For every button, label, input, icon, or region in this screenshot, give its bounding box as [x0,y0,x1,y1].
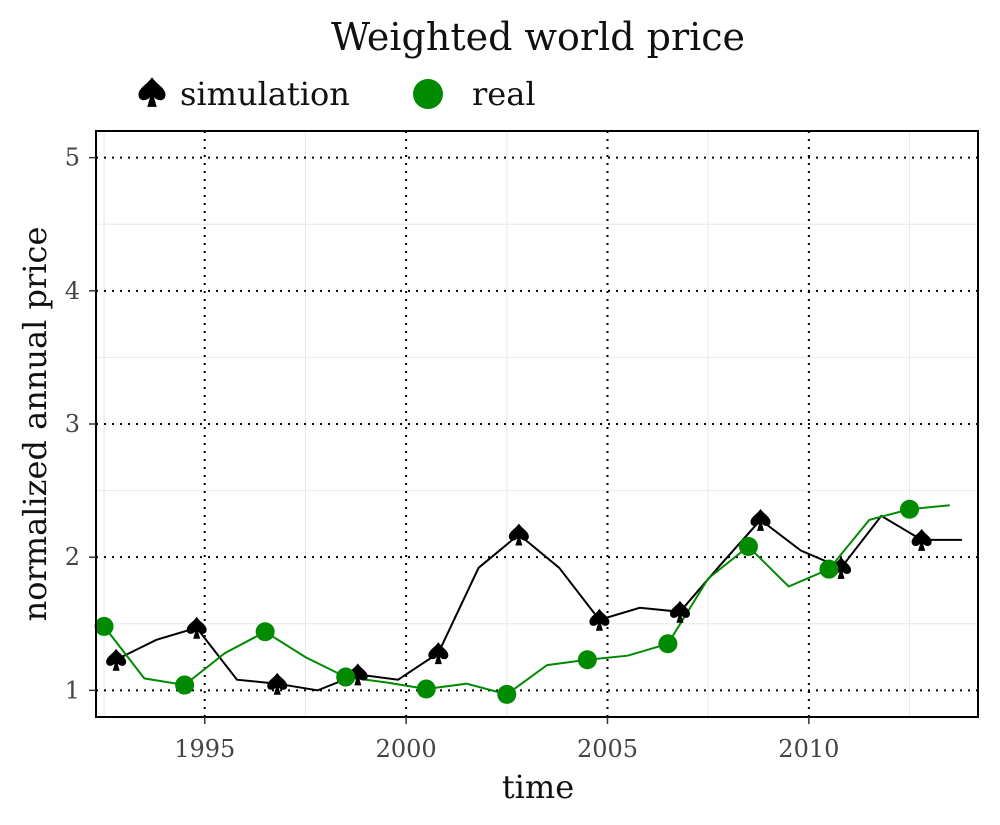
x-tick-label: 2000 [376,735,437,763]
grid-minor [96,131,978,717]
point-real [738,537,758,557]
legend-label-real: real [472,75,536,113]
y-tick-label: 4 [65,277,80,305]
legend-circle-icon [413,79,443,109]
point-real [416,679,436,699]
x-tick-label: 2010 [778,735,839,763]
series-line-real [103,504,950,696]
y-tick-label: 2 [65,543,80,571]
point-simulation [267,672,288,695]
point-simulation [106,648,127,671]
series-lines [103,504,962,696]
point-real [658,634,678,654]
tick-labels: 1995 2000 2005 2010 1 2 3 4 5 [65,144,840,763]
tick-marks [89,156,810,724]
series-markers [94,499,932,704]
point-simulation [911,528,932,551]
point-real [175,675,195,695]
legend-spade-icon [138,77,166,107]
chart-title: Weighted world price [331,15,745,59]
point-simulation [750,508,771,531]
y-tick-label: 5 [65,144,80,172]
series-line-simulation [115,514,962,692]
grid-major [96,131,978,717]
point-simulation [589,608,610,631]
y-axis-title: normalized annual price [16,227,54,622]
point-real [900,499,920,519]
legend: simulation real [138,75,536,113]
point-simulation [186,616,207,639]
point-simulation [428,642,449,665]
point-real [94,616,114,636]
x-tick-label: 2005 [577,735,638,763]
point-real [336,667,356,687]
point-simulation [669,600,690,623]
point-real [497,684,517,704]
x-axis-title: time [502,768,574,806]
point-real [255,622,275,642]
legend-label-simulation: simulation [180,75,350,113]
y-tick-label: 1 [65,676,80,704]
point-simulation [508,523,529,546]
y-tick-label: 3 [65,410,80,438]
x-tick-label: 1995 [174,735,235,763]
point-real [577,650,597,670]
point-real [819,559,839,579]
